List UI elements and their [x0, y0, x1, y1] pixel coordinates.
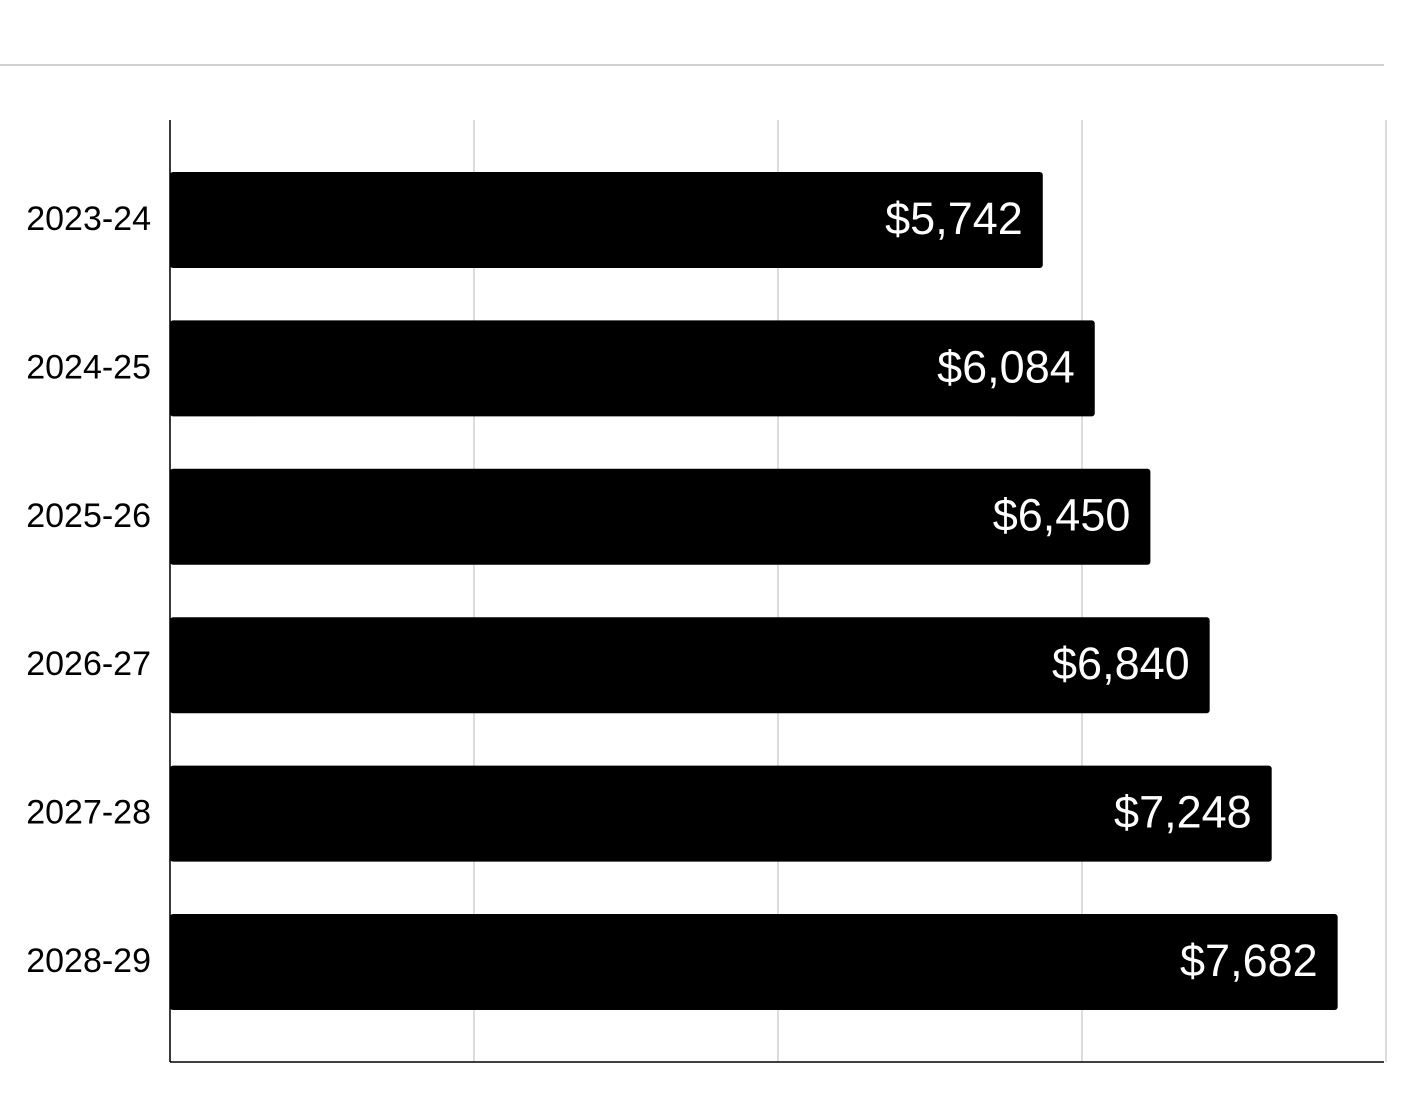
- bar: [170, 617, 1210, 714]
- value-label: $5,742: [885, 193, 1023, 244]
- value-label: $6,450: [993, 490, 1131, 541]
- y-tick-label: 2028-29: [26, 942, 151, 980]
- bar: [170, 914, 1338, 1010]
- y-tick-label: 2024-25: [26, 348, 151, 386]
- y-tick-label: 2026-27: [26, 645, 151, 683]
- bar: [170, 468, 1151, 565]
- value-label: $6,840: [1052, 638, 1190, 689]
- y-tick-label: 2023-24: [26, 200, 151, 238]
- bar: [170, 320, 1095, 417]
- y-tick-label: 2025-26: [26, 497, 151, 535]
- bar: [170, 172, 1043, 268]
- bar: [170, 765, 1272, 862]
- value-label: $6,084: [937, 341, 1075, 392]
- value-label: $7,682: [1180, 935, 1318, 986]
- y-tick-label: 2027-28: [26, 794, 151, 832]
- value-label: $7,248: [1114, 786, 1252, 837]
